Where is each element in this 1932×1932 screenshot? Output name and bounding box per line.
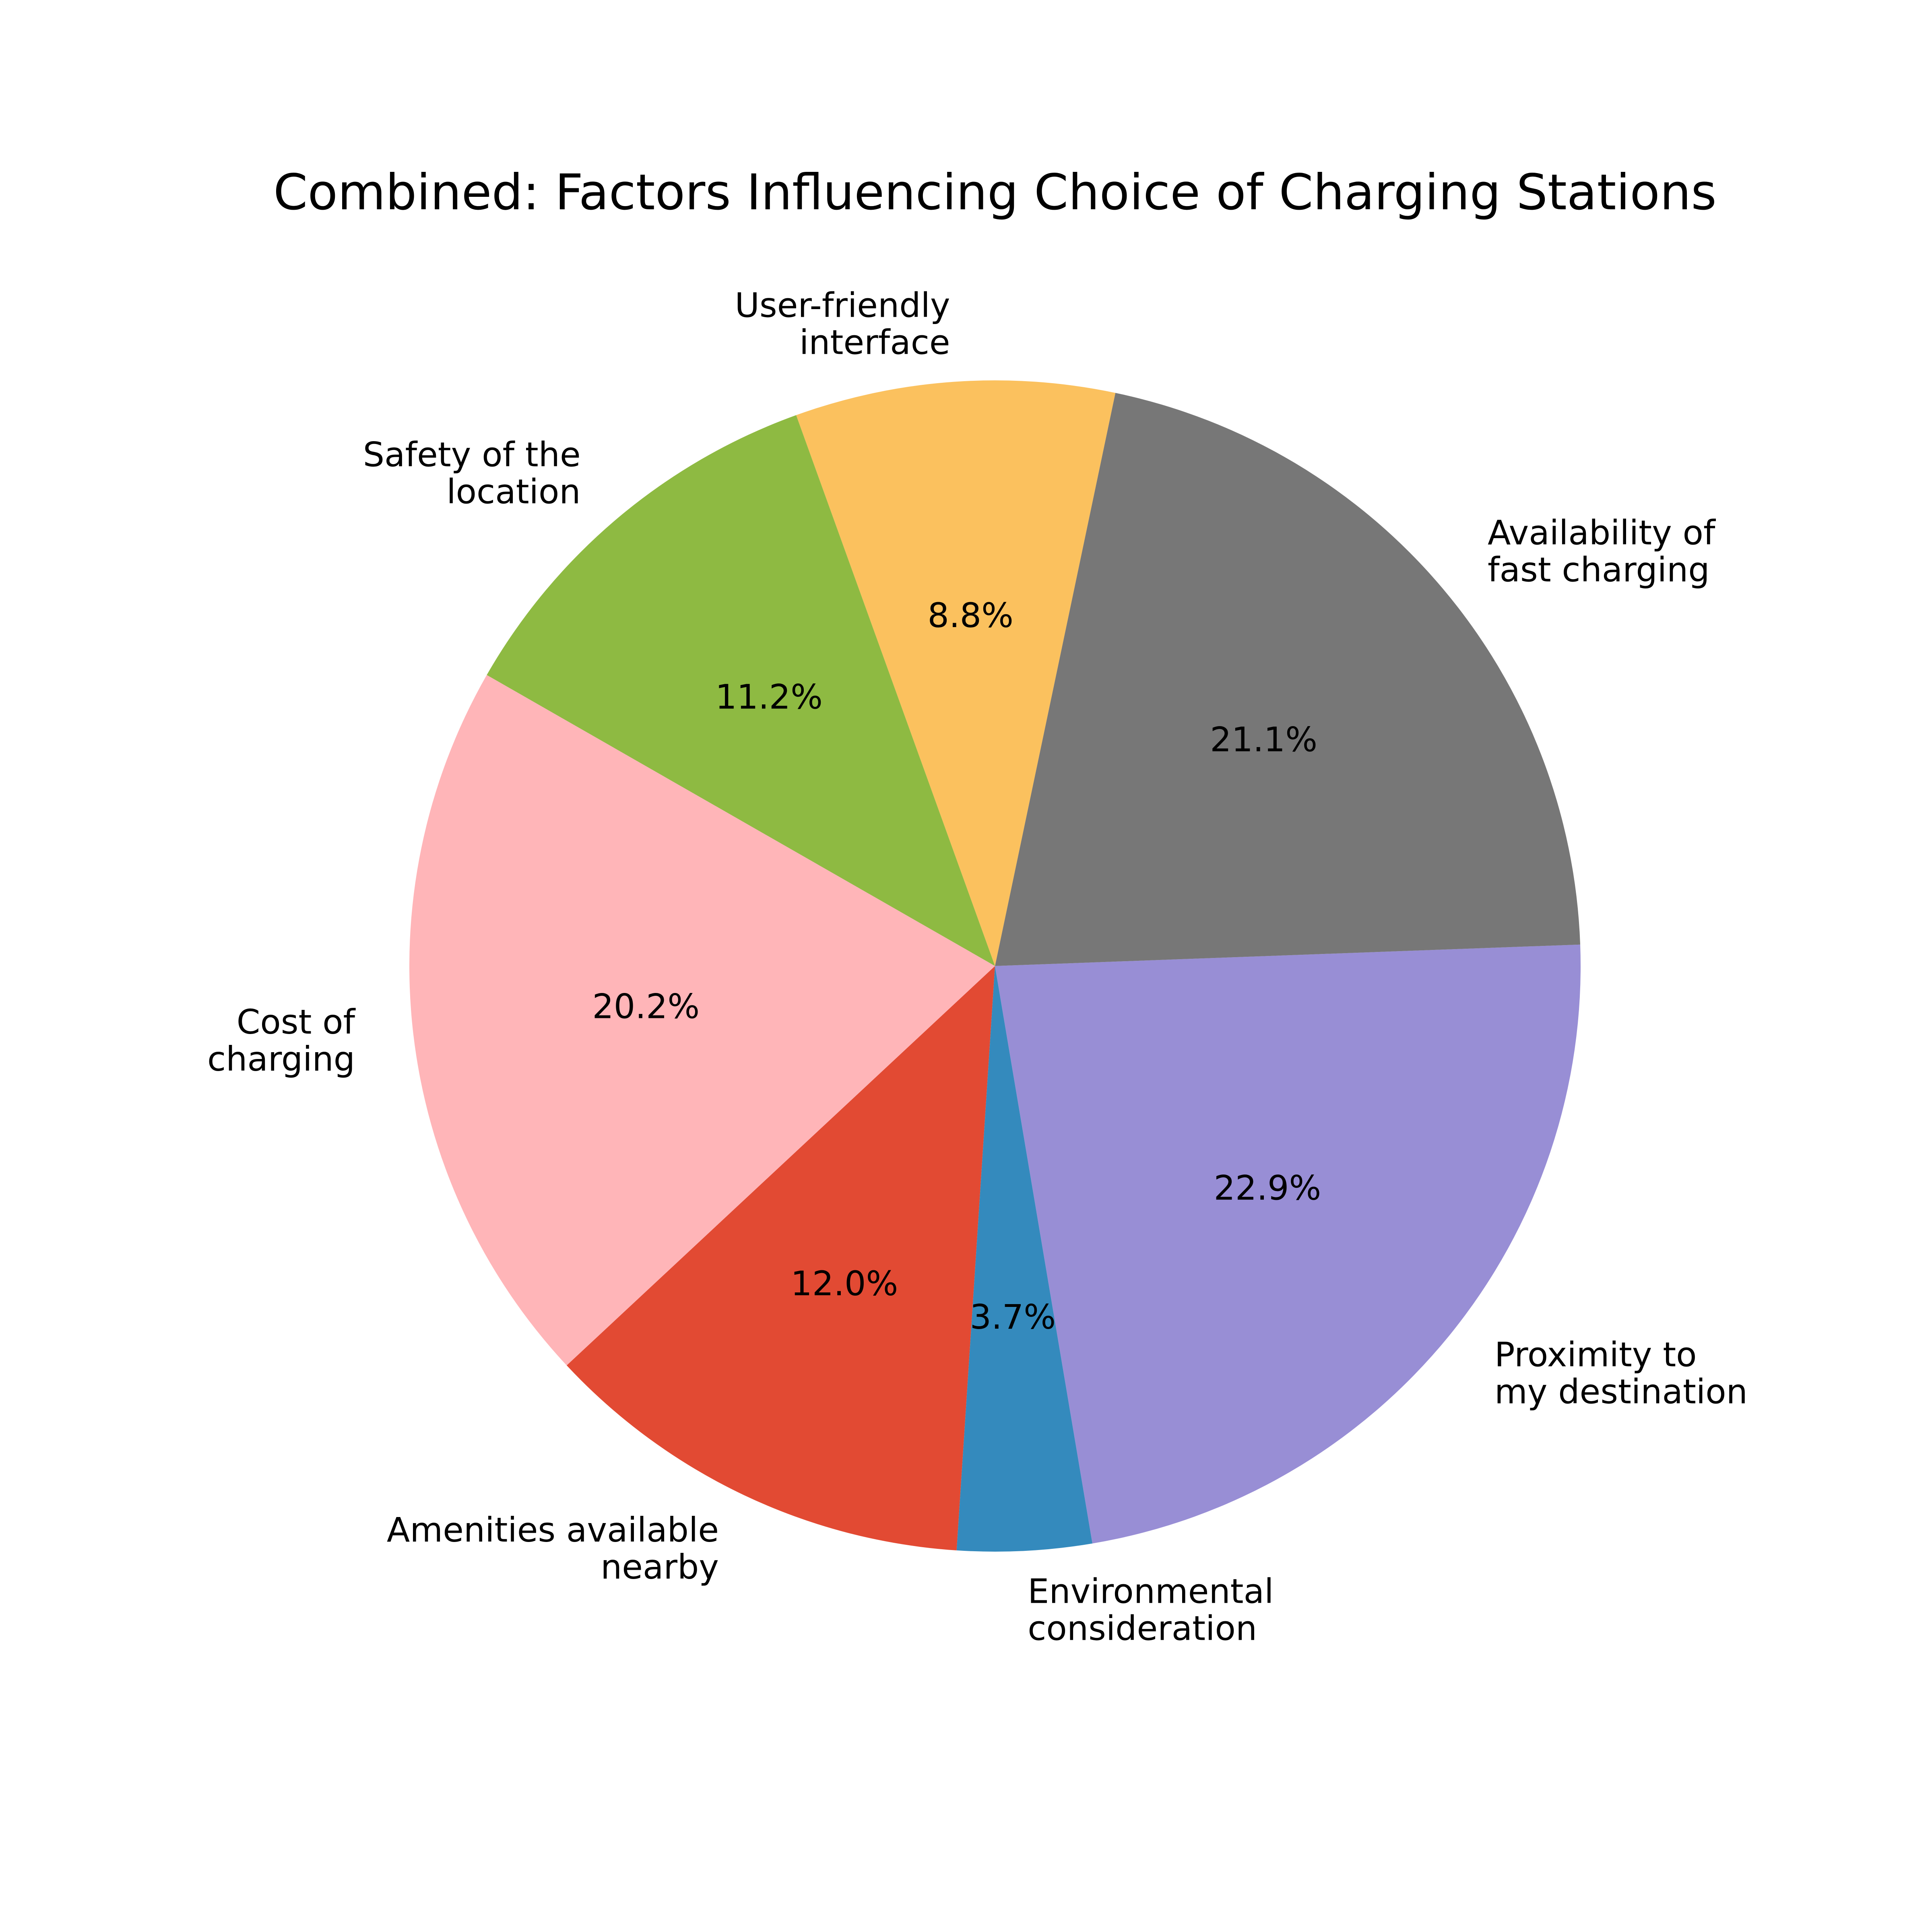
slice-label-line: Environmental [1028,1571,1274,1611]
slice-label-line: Cost of [237,1002,356,1042]
slice-label-line: Safety of the [363,435,581,474]
pie-slice-availability-of-fast-charging [995,393,1581,966]
slice-label-safety-of-the-location: Safety of the location [363,435,581,511]
pie-slice-proximity-to-my-destination [995,944,1581,1544]
pct-label-availability-of-fast-charging: 21.1% [1210,720,1317,759]
slice-label-line: consideration [1028,1608,1257,1648]
pie-slice-amenities-available-nearby [566,966,995,1550]
slice-label-line: charging [207,1039,355,1079]
slice-label-amenities-available-nearby: Amenities available nearby [387,1510,719,1587]
slice-label-availability-of-fast-charging: Availability of fast charging [1488,513,1716,590]
slice-label-cost-of-charging: Cost of charging [207,1002,356,1079]
pie-slice-cost-of-charging [409,675,995,1366]
slice-label-line: User-friendly [735,285,950,325]
slice-label-line: nearby [601,1547,719,1587]
percentage-labels: 12.0% 3.7% 22.9% 21.1% 8.8% 11.2% 20.2% [592,596,1321,1337]
pct-label-cost-of-charging: 20.2% [592,987,700,1026]
pct-label-proximity-to-my-destination: 22.9% [1214,1168,1321,1208]
slice-label-line: interface [799,322,950,362]
slice-label-line: Amenities available [387,1510,719,1550]
pie-slice-environmental-consideration [956,966,1093,1552]
pie-slices [409,380,1581,1552]
slice-label-line: my destination [1494,1372,1748,1412]
slice-label-user-friendly-interface: User-friendly interface [735,285,950,362]
chart-title: Combined: Factors Influencing Choice of … [273,164,1717,221]
category-labels: Amenities available nearby Environmental co… [207,285,1748,1648]
pct-label-amenities-available-nearby: 12.0% [791,1264,898,1303]
slice-label-line: Proximity to [1494,1335,1697,1375]
slice-label-line: location [446,472,580,511]
pct-label-environmental-consideration: 3.7% [970,1297,1056,1337]
pct-label-safety-of-the-location: 11.2% [715,677,823,717]
slice-label-proximity-to-my-destination: Proximity to my destination [1494,1335,1748,1412]
slice-label-line: Availability of [1488,513,1716,553]
pie-slice-user-friendly-interface [796,380,1116,966]
pie-slice-safety-of-the-location [487,415,995,966]
pct-label-user-friendly-interface: 8.8% [928,596,1013,635]
slice-label-line: fast charging [1488,550,1710,590]
slice-label-environmental-consideration: Environmental consideration [1028,1571,1274,1648]
